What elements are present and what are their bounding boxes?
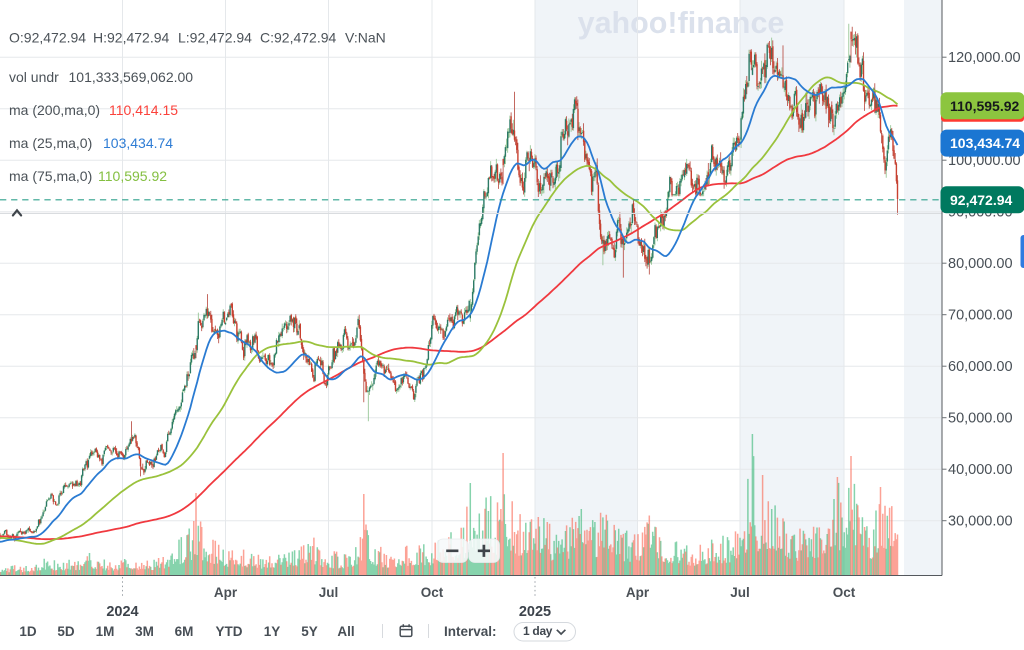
svg-text:50,000.00: 50,000.00 xyxy=(948,411,1013,427)
svg-text:H:92,472.94: H:92,472.94 xyxy=(93,29,169,45)
svg-text:60,000.00: 60,000.00 xyxy=(948,359,1013,375)
svg-text:110,414.15: 110,414.15 xyxy=(109,102,178,118)
svg-text:5D: 5D xyxy=(57,624,75,639)
svg-text:C:92,472.94: C:92,472.94 xyxy=(260,29,336,45)
svg-text:70,000.00: 70,000.00 xyxy=(948,308,1013,324)
svg-text:1Y: 1Y xyxy=(264,624,281,639)
svg-text:Apr: Apr xyxy=(626,585,650,600)
svg-text:vol undr: vol undr xyxy=(9,69,59,85)
svg-text:Oct: Oct xyxy=(421,585,444,600)
svg-text:Apr: Apr xyxy=(214,585,238,600)
svg-text:1D: 1D xyxy=(19,624,37,639)
svg-text:3M: 3M xyxy=(135,624,154,639)
svg-text:5Y: 5Y xyxy=(301,624,318,639)
svg-text:2024: 2024 xyxy=(106,604,138,620)
svg-text:Oct: Oct xyxy=(833,585,856,600)
svg-text:Interval:: Interval: xyxy=(444,624,497,639)
svg-text:30,000.00: 30,000.00 xyxy=(948,514,1013,530)
svg-text:101,333,569,062.00: 101,333,569,062.00 xyxy=(69,69,194,85)
svg-text:103,434.74: 103,434.74 xyxy=(950,135,1020,151)
svg-text:80,000.00: 80,000.00 xyxy=(948,256,1013,272)
svg-text:103,434.74: 103,434.74 xyxy=(103,135,173,151)
svg-text:110,595.92: 110,595.92 xyxy=(98,168,167,184)
svg-text:ma (75,ma,0): ma (75,ma,0) xyxy=(9,168,92,184)
svg-text:ma (200,ma,0): ma (200,ma,0) xyxy=(9,102,100,118)
svg-text:1M: 1M xyxy=(96,624,115,639)
svg-text:92,472.94: 92,472.94 xyxy=(950,192,1012,208)
svg-text:YTD: YTD xyxy=(216,624,243,639)
svg-text:Jul: Jul xyxy=(319,585,339,600)
svg-text:110,595.92: 110,595.92 xyxy=(950,98,1020,114)
svg-text:O:92,472.94: O:92,472.94 xyxy=(9,29,86,45)
svg-text:L:92,472.94: L:92,472.94 xyxy=(178,29,252,45)
svg-text:2025: 2025 xyxy=(519,604,551,620)
svg-text:Jul: Jul xyxy=(730,585,750,600)
svg-text:1 day: 1 day xyxy=(523,624,553,638)
svg-text:V:NaN: V:NaN xyxy=(345,29,386,45)
svg-text:120,000.00: 120,000.00 xyxy=(948,50,1021,66)
svg-text:All: All xyxy=(337,624,354,639)
svg-text:ma (25,ma,0): ma (25,ma,0) xyxy=(9,135,92,151)
svg-text:6M: 6M xyxy=(175,624,194,639)
svg-text:yahoo!finance: yahoo!finance xyxy=(578,6,785,40)
svg-text:40,000.00: 40,000.00 xyxy=(948,462,1013,478)
